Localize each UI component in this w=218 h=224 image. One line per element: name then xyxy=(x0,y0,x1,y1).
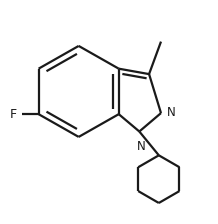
Text: F: F xyxy=(10,108,17,121)
Text: N: N xyxy=(167,106,176,118)
Text: N: N xyxy=(137,140,146,153)
